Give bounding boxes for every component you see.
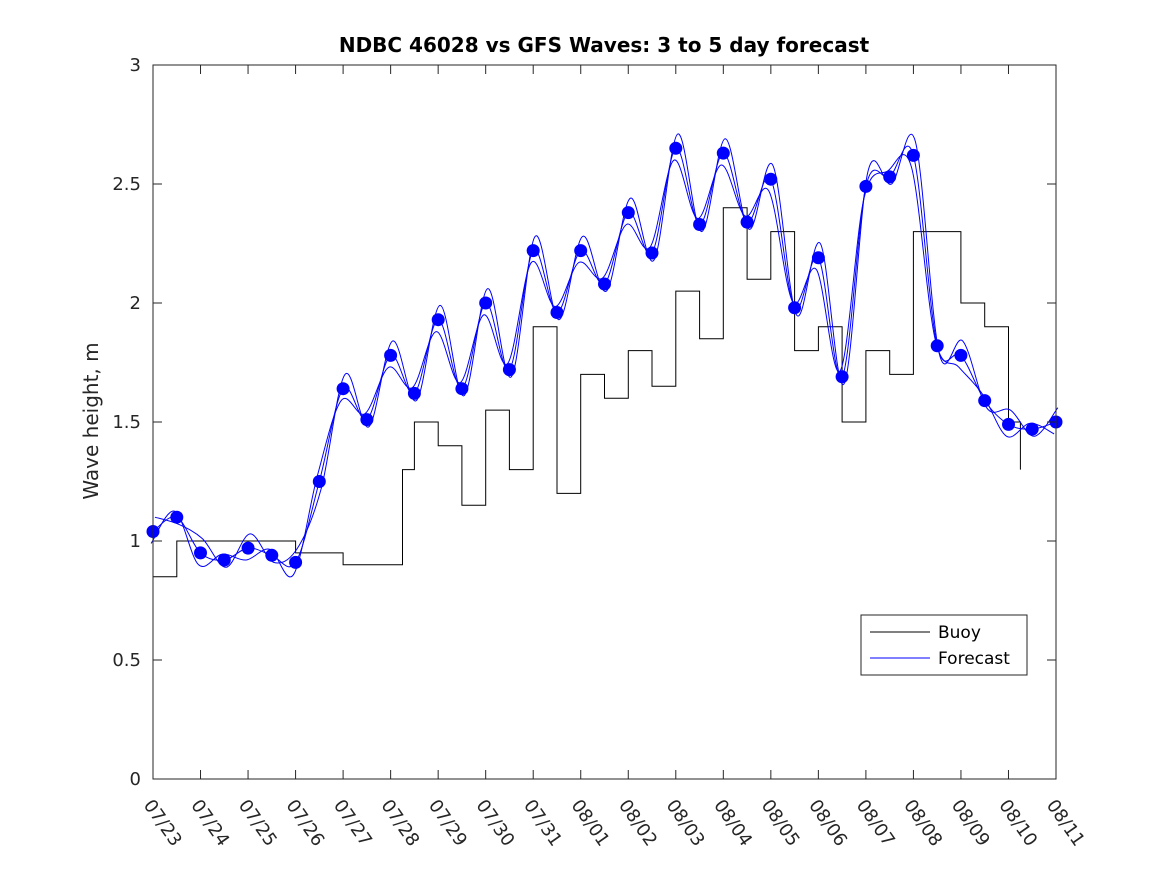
forecast-point: [502, 363, 516, 377]
forecast-point: [241, 541, 255, 555]
forecast-point: [598, 277, 611, 291]
y-tick-label: 2: [130, 293, 141, 314]
forecast-point: [716, 146, 730, 160]
plot-area: [146, 133, 1063, 578]
chart-title: NDBC 46028 vs GFS Waves: 3 to 5 day fore…: [339, 33, 870, 57]
forecast-point: [669, 141, 683, 155]
forecast-point: [360, 413, 374, 427]
forecast-point: [978, 394, 992, 408]
forecast-point: [1002, 417, 1015, 431]
forecast-point: [811, 251, 825, 265]
forecast-point: [312, 475, 326, 488]
y-tick-label: 3: [130, 55, 141, 76]
y-tick-label: 2.5: [112, 174, 141, 195]
forecast-point: [883, 170, 897, 184]
forecast-point: [407, 386, 421, 400]
series-line-buoy: [153, 207, 1021, 578]
forecast-point: [384, 348, 398, 362]
series-line-forecast: [150, 154, 1055, 578]
y-tick-label: 1.5: [112, 412, 141, 433]
forecast-point: [574, 244, 588, 258]
forecast-point: [431, 313, 445, 327]
series-line-forecast: [154, 133, 1059, 568]
forecast-point: [265, 548, 279, 562]
forecast-point: [217, 553, 231, 567]
forecast-point: [930, 339, 944, 353]
y-tick-label: 1: [130, 531, 141, 552]
forecast-point: [645, 246, 659, 260]
forecast-point: [954, 348, 968, 362]
forecast-point: [455, 382, 469, 396]
forecast-point: [906, 148, 920, 162]
forecast-point: [788, 301, 802, 315]
forecast-point: [859, 179, 873, 193]
forecast-point: [289, 555, 303, 569]
y-tick-label: 0.5: [112, 650, 141, 671]
forecast-point: [764, 172, 778, 186]
forecast-point: [621, 206, 635, 220]
forecast-point: [170, 510, 184, 524]
legend-label-buoy: Buoy: [938, 623, 981, 643]
forecast-point: [550, 306, 564, 319]
legend-box: [860, 614, 1028, 676]
forecast-point: [740, 215, 754, 229]
forecast-point: [479, 296, 493, 310]
forecast-point: [835, 370, 849, 384]
legend-label-forecast: Forecast: [938, 649, 1010, 669]
forecast-point: [526, 244, 540, 258]
y-axis-label: Wave height, m: [79, 342, 103, 499]
forecast-point: [693, 218, 707, 231]
forecast-point: [336, 382, 350, 396]
forecast-point: [1025, 422, 1039, 436]
y-tick-label: 0: [130, 769, 141, 790]
legend: Buoy Forecast: [860, 614, 1028, 676]
forecast-point: [194, 546, 207, 560]
